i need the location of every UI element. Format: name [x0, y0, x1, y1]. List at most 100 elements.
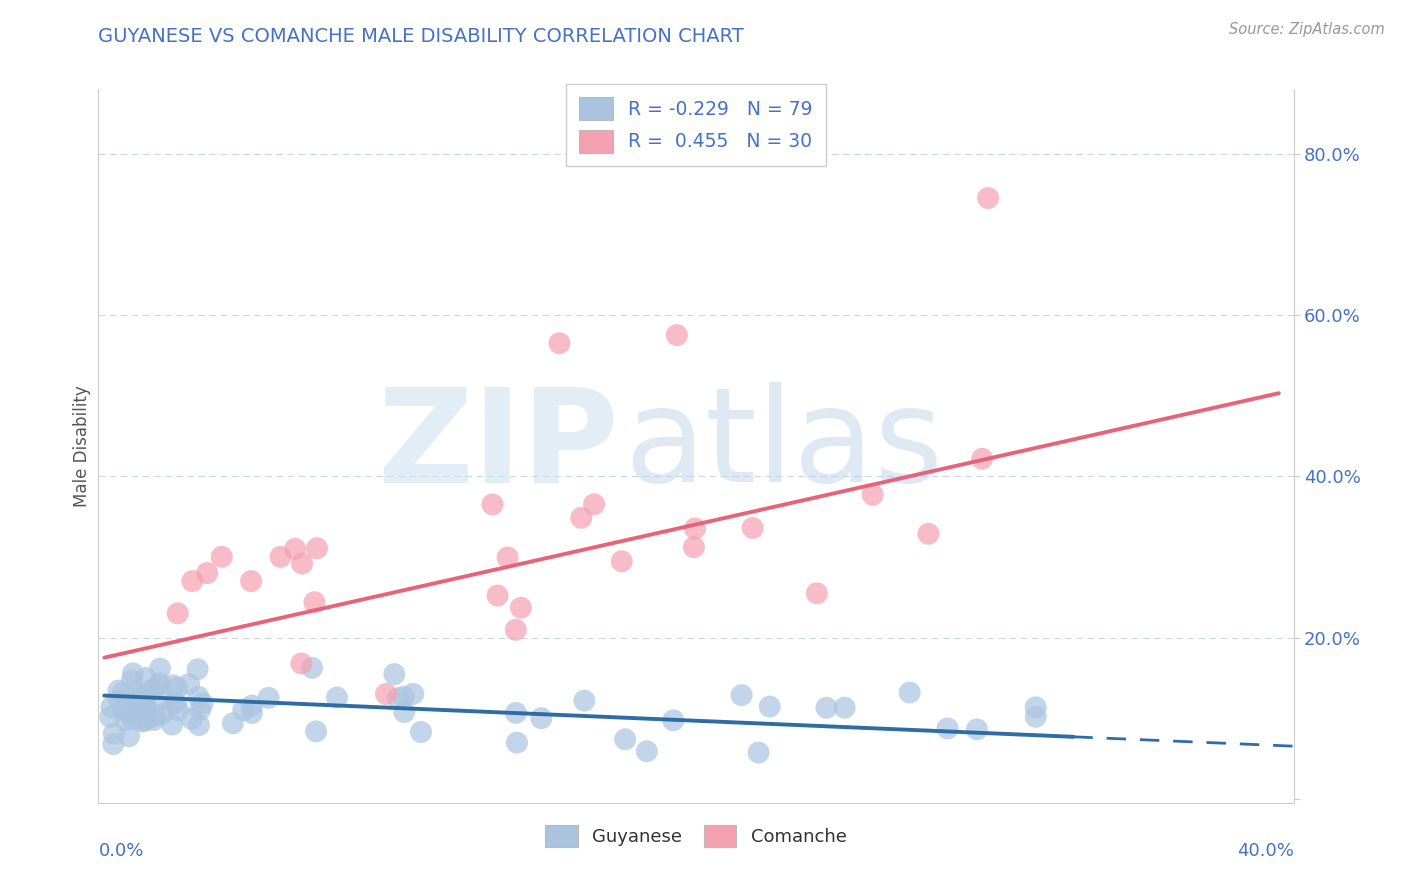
- Point: [862, 488, 884, 502]
- Point: [936, 722, 959, 736]
- Point: [167, 703, 190, 717]
- Point: [240, 698, 263, 713]
- Point: [506, 736, 529, 750]
- Point: [191, 696, 214, 710]
- Point: [103, 737, 125, 751]
- Point: [683, 540, 706, 554]
- Point: [486, 589, 509, 603]
- Point: [966, 723, 988, 737]
- Point: [143, 713, 166, 727]
- Text: Source: ZipAtlas.com: Source: ZipAtlas.com: [1229, 22, 1385, 37]
- Point: [134, 714, 156, 728]
- Point: [481, 498, 503, 512]
- Point: [211, 549, 233, 564]
- Point: [124, 697, 146, 711]
- Point: [610, 554, 633, 568]
- Point: [636, 744, 658, 758]
- Point: [165, 696, 187, 710]
- Point: [662, 714, 685, 728]
- Text: atlas: atlas: [624, 383, 943, 509]
- Point: [134, 697, 156, 711]
- Point: [163, 696, 186, 710]
- Point: [548, 336, 571, 351]
- Point: [187, 718, 209, 732]
- Point: [257, 690, 280, 705]
- Point: [392, 690, 415, 704]
- Point: [195, 566, 218, 580]
- Point: [222, 716, 245, 731]
- Point: [326, 690, 349, 705]
- Point: [135, 712, 157, 726]
- Point: [162, 678, 184, 692]
- Point: [232, 703, 254, 717]
- Point: [290, 657, 312, 671]
- Point: [530, 711, 553, 725]
- Point: [394, 705, 416, 719]
- Point: [665, 328, 688, 343]
- Point: [141, 682, 163, 697]
- Point: [118, 706, 141, 721]
- Point: [409, 725, 432, 739]
- Point: [569, 510, 592, 524]
- Point: [134, 690, 156, 704]
- Point: [806, 586, 828, 600]
- Point: [121, 673, 143, 688]
- Point: [496, 550, 519, 565]
- Point: [1025, 700, 1047, 714]
- Point: [187, 662, 209, 676]
- Point: [100, 700, 122, 714]
- Point: [122, 666, 145, 681]
- Point: [505, 623, 527, 637]
- Point: [1025, 710, 1047, 724]
- Point: [180, 712, 202, 726]
- Point: [187, 690, 209, 704]
- Point: [129, 690, 152, 705]
- Point: [132, 693, 155, 707]
- Point: [614, 732, 637, 747]
- Point: [730, 688, 752, 702]
- Point: [135, 702, 157, 716]
- Point: [375, 687, 398, 701]
- Point: [510, 600, 533, 615]
- Point: [114, 714, 136, 728]
- Point: [402, 687, 425, 701]
- Point: [127, 687, 149, 701]
- Point: [146, 679, 169, 693]
- Legend: Guyanese, Comanche: Guyanese, Comanche: [538, 818, 853, 855]
- Point: [150, 707, 173, 722]
- Point: [683, 522, 706, 536]
- Point: [917, 526, 939, 541]
- Point: [160, 717, 183, 731]
- Point: [741, 521, 763, 535]
- Point: [166, 681, 188, 695]
- Point: [301, 661, 323, 675]
- Point: [145, 709, 167, 723]
- Text: ZIP: ZIP: [377, 383, 619, 509]
- Point: [505, 706, 527, 720]
- Point: [118, 729, 141, 743]
- Point: [98, 710, 121, 724]
- Y-axis label: Male Disability: Male Disability: [73, 385, 91, 507]
- Point: [240, 574, 263, 588]
- Point: [135, 671, 157, 685]
- Point: [284, 541, 307, 556]
- Point: [177, 677, 200, 691]
- Point: [112, 702, 135, 716]
- Text: GUYANESE VS COMANCHE MALE DISABILITY CORRELATION CHART: GUYANESE VS COMANCHE MALE DISABILITY COR…: [98, 28, 744, 46]
- Point: [166, 607, 188, 621]
- Point: [834, 700, 856, 714]
- Point: [583, 497, 606, 511]
- Point: [977, 191, 1000, 205]
- Point: [124, 707, 146, 722]
- Point: [103, 726, 125, 740]
- Point: [574, 693, 596, 707]
- Point: [304, 595, 326, 609]
- Point: [188, 702, 211, 716]
- Point: [387, 691, 409, 706]
- Point: [748, 746, 770, 760]
- Point: [152, 692, 174, 706]
- Point: [149, 662, 172, 676]
- Point: [972, 451, 994, 466]
- Point: [815, 700, 838, 714]
- Point: [898, 685, 921, 699]
